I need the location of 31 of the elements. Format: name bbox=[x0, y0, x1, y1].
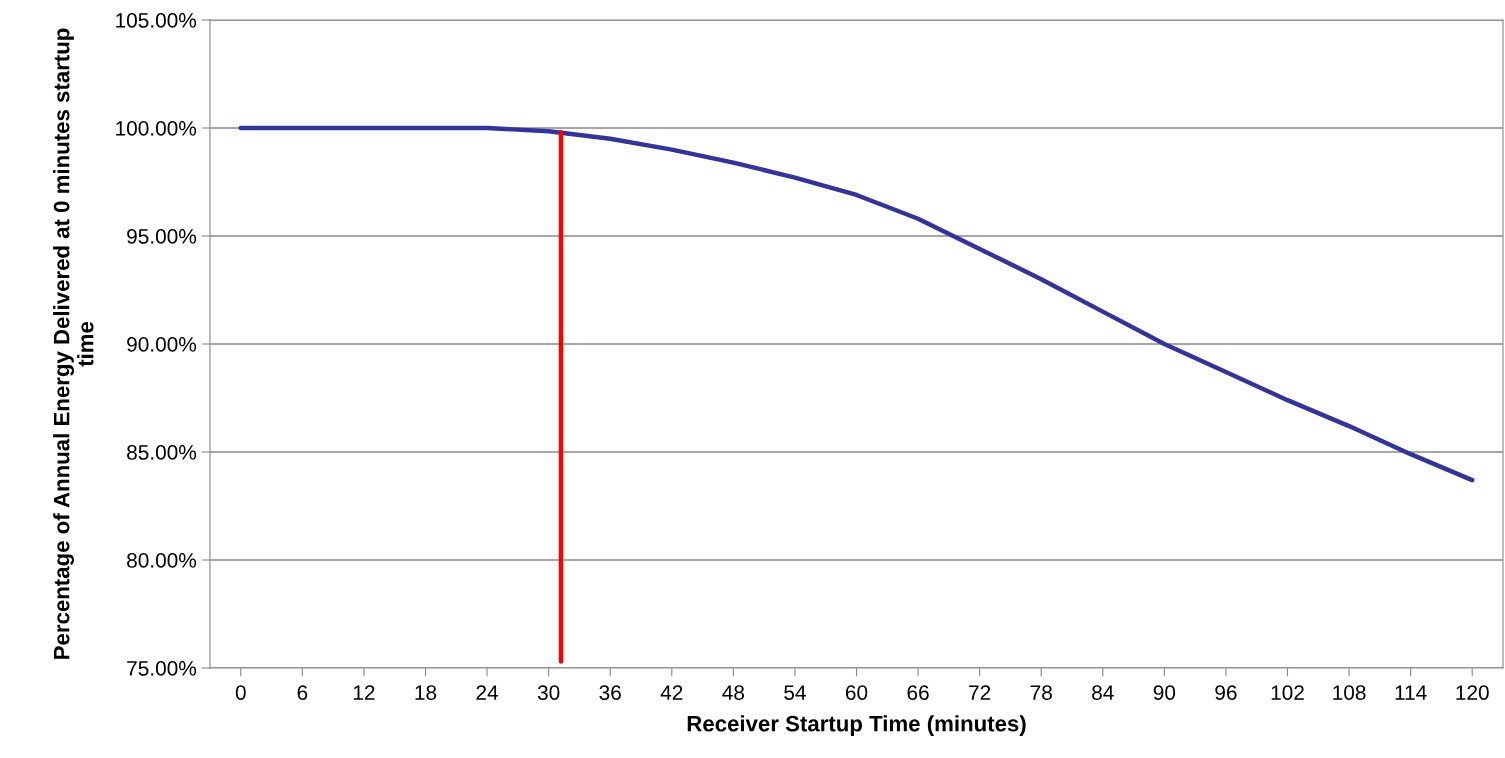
x-tick-label: 54 bbox=[784, 685, 806, 700]
x-tick-label: 108 bbox=[1333, 685, 1366, 700]
x-tick-label: 18 bbox=[415, 685, 437, 700]
x-tick-label: 48 bbox=[722, 685, 745, 700]
x-tick-label: 96 bbox=[1215, 685, 1237, 700]
y-tick-label: 75.00% bbox=[127, 661, 197, 676]
y-tick-label: 100.00% bbox=[116, 121, 197, 136]
x-tick-label: 78 bbox=[1030, 685, 1052, 700]
x-tick-label: 42 bbox=[660, 685, 683, 700]
x-tick-label: 66 bbox=[907, 685, 929, 700]
x-tick-label: 36 bbox=[599, 685, 621, 700]
x-tick-label: 114 bbox=[1395, 685, 1427, 700]
y-tick-label: 90.00% bbox=[127, 337, 197, 352]
x-tick-label: 120 bbox=[1456, 685, 1489, 700]
x-tick-label: 90 bbox=[1153, 685, 1176, 700]
x-tick-label: 102 bbox=[1271, 685, 1304, 700]
x-tick-label: 12 bbox=[353, 685, 375, 700]
y-tick-label: 95.00% bbox=[127, 229, 197, 244]
x-tick-label: 72 bbox=[969, 685, 991, 700]
x-tick-label: 30 bbox=[537, 685, 560, 700]
x-axis-title: Receiver Startup Time (minutes) bbox=[687, 715, 1026, 736]
x-tick-label: 6 bbox=[297, 685, 308, 700]
y-tick-label: 85.00% bbox=[127, 445, 197, 460]
line-series bbox=[238, 125, 1475, 483]
y-tick-label: 105.00% bbox=[116, 13, 197, 28]
x-tick-label: 60 bbox=[845, 685, 868, 700]
y-axis-title: Percentage of Annual Energy Delivered at 0 minutes startup time bbox=[53, 28, 94, 659]
y-tick-label: 80.00% bbox=[127, 553, 197, 568]
x-tick-label: 24 bbox=[476, 685, 499, 700]
x-tick-label: 0 bbox=[235, 685, 246, 700]
x-tick-label: 84 bbox=[1092, 685, 1114, 700]
